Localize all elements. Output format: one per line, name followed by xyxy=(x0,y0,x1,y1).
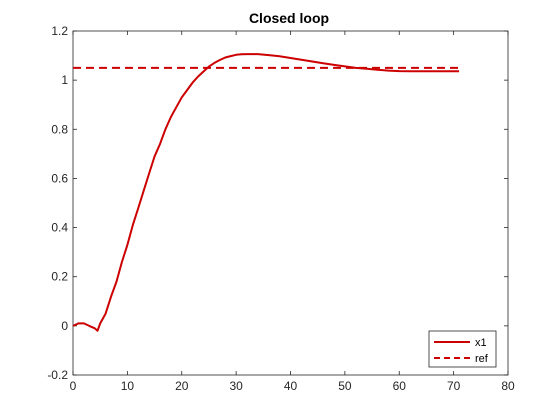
x-tick-label-5: 50 xyxy=(338,379,352,393)
axis-ticks: 0 10 20 30 40 50 60 70 80-0.200.20.40.60.811.2 xyxy=(47,24,515,393)
legend-label-ref: ref xyxy=(475,353,489,365)
x-tick-label-7: 70 xyxy=(447,379,461,393)
y-tick-label-1: 0 xyxy=(61,319,68,333)
y-tick-label-0: -0.2 xyxy=(47,368,68,382)
x-tick-label-2: 20 xyxy=(175,379,189,393)
y-tick-label-7: 1.2 xyxy=(51,24,68,38)
x-tick-label-3: 30 xyxy=(229,379,243,393)
x-tick-label-8: 80 xyxy=(501,379,515,393)
legend: x1 ref xyxy=(428,330,497,368)
y-tick-label-4: 0.6 xyxy=(51,171,68,185)
legend-label-x1: x1 xyxy=(475,337,487,349)
x-tick-label-6: 60 xyxy=(393,379,407,393)
legend-box xyxy=(428,330,497,368)
y-tick-label-3: 0.4 xyxy=(51,221,68,235)
x-tick-label-1: 10 xyxy=(121,379,135,393)
series-layer xyxy=(72,53,460,332)
y-tick-label-5: 0.8 xyxy=(51,122,68,136)
plot-area xyxy=(72,30,509,376)
y-tick-label-2: 0.2 xyxy=(51,270,68,284)
y-tick-label-6: 1 xyxy=(61,73,68,87)
x-tick-label-0: 0 xyxy=(70,379,77,393)
x-tick-label-4: 40 xyxy=(284,379,298,393)
chart-title: Closed loop xyxy=(249,10,329,26)
